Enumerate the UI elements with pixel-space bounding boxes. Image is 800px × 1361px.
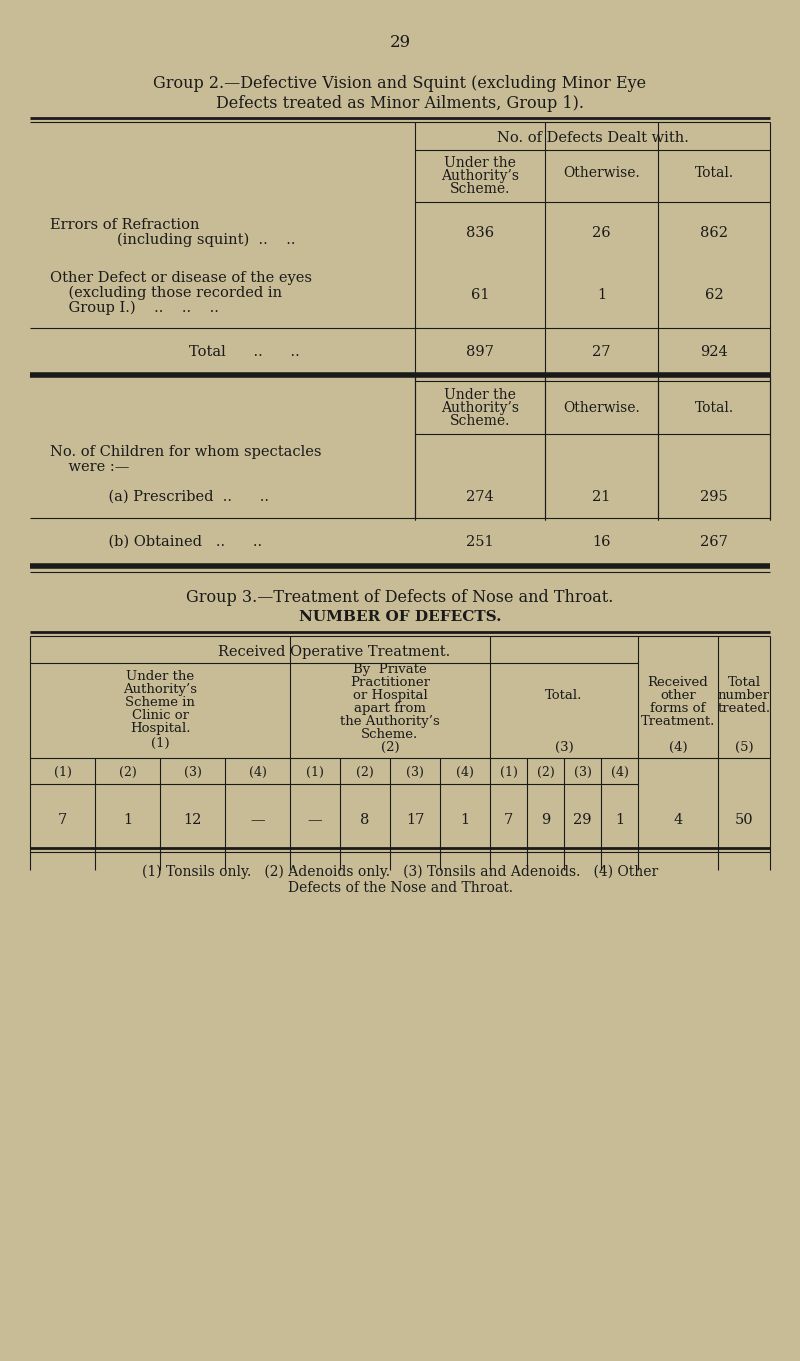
Text: Hospital.: Hospital. (130, 721, 190, 735)
Text: NUMBER OF DEFECTS.: NUMBER OF DEFECTS. (298, 610, 502, 623)
Text: —: — (250, 813, 265, 827)
Text: Total.: Total. (694, 401, 734, 415)
Text: (4): (4) (669, 740, 687, 754)
Text: 274: 274 (466, 490, 494, 504)
Text: (2): (2) (356, 765, 374, 778)
Text: 251: 251 (466, 535, 494, 548)
Text: Under the: Under the (126, 670, 194, 682)
Text: 8: 8 (360, 813, 370, 827)
Text: Scheme.: Scheme. (450, 414, 510, 427)
Text: or Hospital: or Hospital (353, 689, 427, 701)
Text: 1: 1 (597, 289, 606, 302)
Text: (excluding those recorded in: (excluding those recorded in (50, 286, 282, 301)
Text: (3): (3) (183, 765, 202, 778)
Text: were :—: were :— (50, 460, 130, 474)
Text: 12: 12 (183, 813, 202, 827)
Text: (4): (4) (456, 765, 474, 778)
Text: Other Defect or disease of the eyes: Other Defect or disease of the eyes (50, 271, 312, 284)
Text: (3): (3) (406, 765, 424, 778)
Text: (3): (3) (554, 740, 574, 754)
Text: 295: 295 (700, 490, 728, 504)
Text: Authority’s: Authority’s (441, 169, 519, 182)
Text: (1): (1) (150, 736, 170, 750)
Text: apart from: apart from (354, 701, 426, 715)
Text: (3): (3) (574, 765, 591, 778)
Text: Treatment.: Treatment. (641, 715, 715, 728)
Text: treated.: treated. (718, 701, 770, 715)
Text: 61: 61 (470, 289, 490, 302)
Text: 17: 17 (406, 813, 424, 827)
Text: 1: 1 (461, 813, 470, 827)
Text: (4): (4) (249, 765, 266, 778)
Text: Defects of the Nose and Throat.: Defects of the Nose and Throat. (287, 881, 513, 896)
Text: 62: 62 (705, 289, 723, 302)
Text: Scheme in: Scheme in (125, 695, 195, 709)
Text: 16: 16 (592, 535, 610, 548)
Text: Scheme.: Scheme. (362, 728, 418, 740)
Text: 1: 1 (615, 813, 624, 827)
Text: Group 2.—Defective Vision and Squint (excluding Minor Eye: Group 2.—Defective Vision and Squint (ex… (154, 75, 646, 91)
Text: 27: 27 (592, 344, 610, 359)
Text: (1): (1) (54, 765, 71, 778)
Text: 267: 267 (700, 535, 728, 548)
Text: Clinic or: Clinic or (131, 709, 189, 721)
Text: No. of Children for whom spectacles: No. of Children for whom spectacles (50, 445, 322, 459)
Text: other: other (660, 689, 696, 701)
Text: 29: 29 (390, 34, 410, 50)
Text: 836: 836 (466, 226, 494, 240)
Text: Scheme.: Scheme. (450, 182, 510, 196)
Text: (1): (1) (499, 765, 518, 778)
Text: 4: 4 (674, 813, 682, 827)
Text: Authority’s: Authority’s (123, 682, 197, 695)
Text: Authority’s: Authority’s (441, 401, 519, 415)
Text: 29: 29 (574, 813, 592, 827)
Text: No. of Defects Dealt with.: No. of Defects Dealt with. (497, 131, 689, 146)
Text: Otherwise.: Otherwise. (563, 401, 640, 415)
Text: Group I.)    ..    ..    ..: Group I.) .. .. .. (50, 301, 219, 316)
Text: 897: 897 (466, 344, 494, 359)
Text: Errors of Refraction: Errors of Refraction (50, 218, 199, 231)
Text: Total.: Total. (694, 166, 734, 180)
Text: the Authority’s: the Authority’s (340, 715, 440, 728)
Text: Received Operative Treatment.: Received Operative Treatment. (218, 645, 450, 659)
Text: (a) Prescribed  ..      ..: (a) Prescribed .. .. (90, 490, 269, 504)
Text: Practitioner: Practitioner (350, 675, 430, 689)
Text: Total.: Total. (546, 689, 582, 701)
Text: (1) Tonsils only.   (2) Adenoids only.   (3) Tonsils and Adenoids.   (4) Other: (1) Tonsils only. (2) Adenoids only. (3)… (142, 864, 658, 879)
Text: Otherwise.: Otherwise. (563, 166, 640, 180)
Text: 924: 924 (700, 344, 728, 359)
Text: (including squint)  ..    ..: (including squint) .. .. (80, 233, 295, 248)
Text: Defects treated as Minor Ailments, Group 1).: Defects treated as Minor Ailments, Group… (216, 94, 584, 112)
Text: number: number (718, 689, 770, 701)
Text: forms of: forms of (650, 701, 706, 715)
Text: Total      ..      ..: Total .. .. (190, 344, 300, 359)
Text: 7: 7 (58, 813, 67, 827)
Text: (2): (2) (381, 740, 399, 754)
Text: 50: 50 (734, 813, 754, 827)
Text: Under the: Under the (444, 157, 516, 170)
Text: 26: 26 (592, 226, 611, 240)
Text: 21: 21 (592, 490, 610, 504)
Text: (2): (2) (118, 765, 136, 778)
Text: 7: 7 (504, 813, 513, 827)
Text: By  Private: By Private (353, 663, 427, 675)
Text: (b) Obtained   ..      ..: (b) Obtained .. .. (90, 535, 262, 548)
Text: —: — (308, 813, 322, 827)
Text: Under the: Under the (444, 388, 516, 401)
Text: 9: 9 (541, 813, 550, 827)
Text: 1: 1 (123, 813, 132, 827)
Text: 862: 862 (700, 226, 728, 240)
Text: Received: Received (648, 675, 708, 689)
Text: Group 3.—Treatment of Defects of Nose and Throat.: Group 3.—Treatment of Defects of Nose an… (186, 588, 614, 606)
Text: (4): (4) (610, 765, 629, 778)
Text: (1): (1) (306, 765, 324, 778)
Text: Total: Total (727, 675, 761, 689)
Text: (5): (5) (734, 740, 754, 754)
Text: (2): (2) (537, 765, 554, 778)
